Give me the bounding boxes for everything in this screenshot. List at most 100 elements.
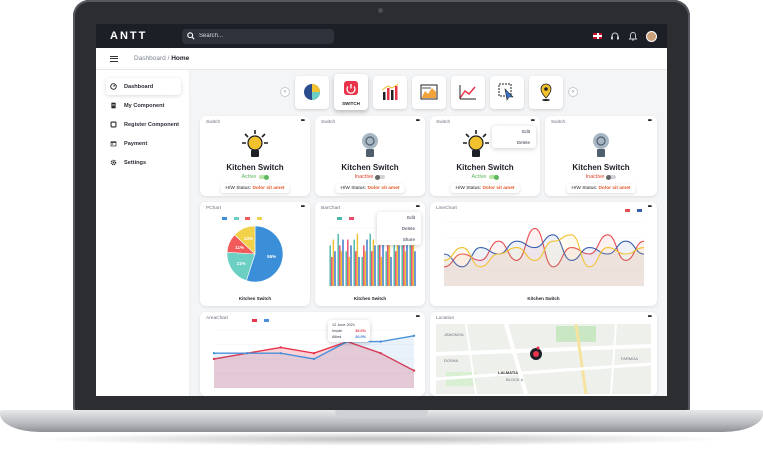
sidebar-item-my-component[interactable]: My Component (106, 97, 181, 114)
gauge-icon (110, 83, 117, 90)
widget-location[interactable] (529, 75, 563, 109)
tooltip-row: Allied 20.0% (332, 335, 366, 339)
more-options-icon[interactable]: ••• (530, 118, 535, 124)
hw-value: Dolor sit amet (598, 186, 631, 191)
line-chart (443, 221, 645, 287)
more-options-icon[interactable]: ••• (300, 118, 305, 124)
user-avatar[interactable] (646, 30, 657, 42)
more-options-icon[interactable]: ••• (647, 204, 652, 210)
bar (366, 239, 368, 286)
area-point (379, 340, 382, 343)
breadcrumb-parent[interactable]: Dashboard (134, 55, 166, 62)
chart-legend (252, 318, 270, 322)
status-text: Active (241, 174, 257, 180)
top-icons (593, 30, 657, 42)
menu-toggle-icon[interactable] (110, 55, 118, 62)
bar (337, 233, 339, 286)
widget-bar-chart[interactable] (373, 75, 407, 109)
toggle-switch[interactable] (489, 174, 500, 180)
bulb-off-icon (362, 133, 378, 157)
carousel-prev-button[interactable]: ‹ (280, 87, 290, 97)
sidebar-item-label: My Component (124, 102, 165, 109)
headset-icon[interactable] (610, 31, 620, 41)
laptop-shadow (30, 432, 733, 446)
card-header: Location (436, 316, 455, 321)
toggle-switch[interactable] (606, 174, 617, 180)
bar (334, 251, 336, 286)
switch-card: Switch ••• Kitchen Switch Active H/W Sta… (200, 116, 310, 196)
legend-swatch (263, 318, 271, 322)
bar (396, 233, 399, 286)
more-options-icon[interactable]: ••• (415, 118, 420, 124)
widget-area-chart[interactable] (412, 75, 446, 109)
widget-line-chart[interactable] (451, 75, 485, 109)
bar (387, 233, 389, 286)
toggle-switch[interactable] (375, 174, 386, 180)
more-options-icon[interactable]: ••• (415, 204, 420, 210)
map-label: LALMATIA (498, 370, 518, 375)
sidebar-item-label: Payment (124, 140, 148, 147)
square-icon (110, 121, 117, 128)
bar (364, 251, 367, 286)
hw-status-badge: H/W Status: Dolor sit amet (450, 184, 520, 193)
card-header: Switch (321, 120, 336, 125)
hw-label: H/W Status: (225, 186, 252, 191)
language-flag-icon[interactable] (593, 33, 602, 39)
laptop-notch (335, 410, 428, 418)
status-text: Active (471, 174, 487, 180)
more-options-icon[interactable]: ••• (300, 204, 305, 210)
chart-footer: Kitchen Switch (353, 296, 387, 301)
menu-item-edit[interactable]: Edit (407, 215, 415, 220)
app-logo[interactable]: ANTT (110, 30, 148, 42)
legend-swatch (256, 216, 264, 220)
sidebar-item-label: Register Component (124, 121, 180, 128)
more-options-icon[interactable]: ••• (415, 314, 420, 320)
widget-switch[interactable]: SWITCH (334, 74, 368, 110)
search-box[interactable] (182, 28, 334, 44)
pie-slice (234, 225, 256, 255)
search-input[interactable] (199, 33, 329, 39)
switch-status: Active (430, 174, 540, 180)
bell-icon[interactable] (628, 31, 638, 41)
sidebar-item-dashboard[interactable]: Dashboard (106, 78, 181, 95)
chart-footer: Kitchen Switch (527, 296, 560, 301)
top-bar: ANTT (96, 24, 667, 48)
bar (414, 251, 416, 286)
power-switch-icon (344, 80, 358, 95)
sidebar-item-label: Settings (124, 159, 147, 166)
area-point (412, 334, 416, 337)
widget-cursor[interactable] (490, 75, 524, 109)
area-point (379, 352, 382, 355)
sidebar-item-register-component[interactable]: Register Component (106, 116, 181, 133)
legend-swatch (252, 318, 259, 322)
sidebar-item-payment[interactable]: Payment (106, 135, 181, 152)
bar (382, 233, 384, 286)
more-options-icon[interactable]: ••• (647, 118, 652, 124)
carousel-next-button[interactable]: › (568, 87, 578, 97)
bar (406, 233, 408, 286)
widget-pie-chart[interactable] (295, 75, 329, 109)
bar-chart-icon (381, 83, 399, 100)
menu-item-delete[interactable]: Delete (401, 226, 415, 231)
bulb-off-icon (593, 133, 609, 157)
card-header: LineChart (436, 206, 457, 211)
map-label: JANONIYA (444, 332, 464, 337)
menu-item-delete[interactable]: Delete (516, 140, 530, 145)
line-series (443, 234, 645, 268)
pie-slice (226, 251, 256, 282)
sidebar-item-settings[interactable]: Settings (106, 154, 181, 171)
tooltip-row: Inside 30.0% (332, 329, 366, 333)
menu-item-edit[interactable]: Edit (522, 129, 530, 134)
bar (363, 245, 365, 286)
menu-item-share[interactable]: Share (402, 237, 415, 242)
toggle-switch[interactable] (259, 174, 270, 180)
map-label: BLOCK A (506, 377, 523, 382)
more-options-icon[interactable]: ••• (647, 314, 652, 320)
location-map[interactable]: JANONIYA LALMATIA DOSHA FARMGA BLOCK A (436, 324, 651, 394)
hw-label: H/W Status: (340, 186, 367, 191)
area-fill (214, 335, 414, 388)
bar (380, 257, 383, 286)
sidebar: Dashboard My Component Register Componen… (96, 70, 190, 396)
area-point (412, 369, 416, 372)
